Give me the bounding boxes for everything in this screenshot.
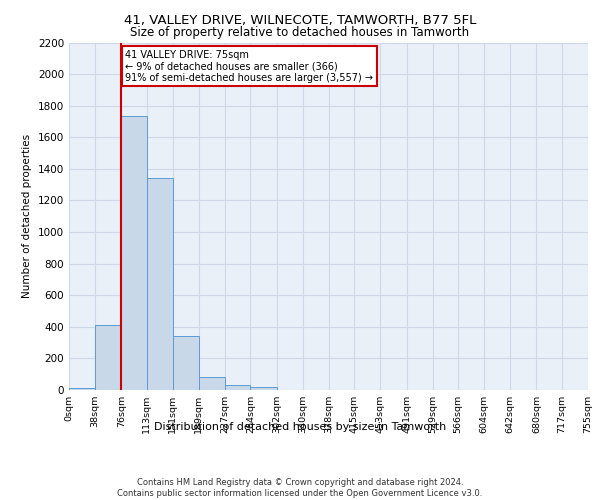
Y-axis label: Number of detached properties: Number of detached properties xyxy=(22,134,32,298)
Text: Distribution of detached houses by size in Tamworth: Distribution of detached houses by size … xyxy=(154,422,446,432)
Text: 41, VALLEY DRIVE, WILNECOTE, TAMWORTH, B77 5FL: 41, VALLEY DRIVE, WILNECOTE, TAMWORTH, B… xyxy=(124,14,476,27)
Text: 41 VALLEY DRIVE: 75sqm
← 9% of detached houses are smaller (366)
91% of semi-det: 41 VALLEY DRIVE: 75sqm ← 9% of detached … xyxy=(125,50,373,83)
Bar xyxy=(69,388,95,390)
Bar xyxy=(250,387,277,390)
Bar xyxy=(199,378,225,390)
Bar xyxy=(173,336,199,390)
Bar xyxy=(95,325,121,390)
Bar xyxy=(146,178,173,390)
Text: Size of property relative to detached houses in Tamworth: Size of property relative to detached ho… xyxy=(130,26,470,39)
Bar xyxy=(225,386,250,390)
Text: Contains HM Land Registry data © Crown copyright and database right 2024.
Contai: Contains HM Land Registry data © Crown c… xyxy=(118,478,482,498)
Bar xyxy=(121,116,146,390)
